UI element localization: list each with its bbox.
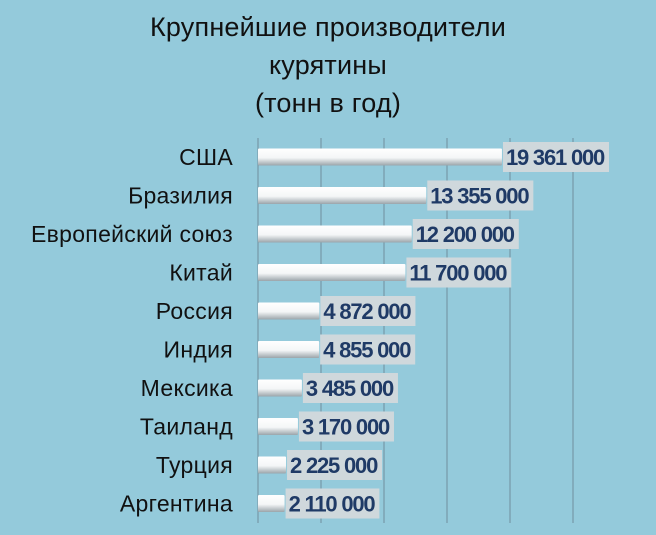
value-label: 4 872 000 xyxy=(320,296,416,326)
category-label: Таиланд xyxy=(140,414,233,440)
category-label: Турция xyxy=(156,452,233,478)
value-label-box xyxy=(285,488,380,519)
bars xyxy=(258,148,502,512)
bar xyxy=(258,264,406,281)
value-label: 2 110 000 xyxy=(285,488,380,519)
value-label-box xyxy=(298,411,394,442)
bar xyxy=(258,379,302,397)
bar xyxy=(258,418,298,435)
bar xyxy=(258,302,320,320)
value-label-text: 2 110 000 xyxy=(289,492,376,517)
value-label-box xyxy=(502,142,610,172)
bar xyxy=(258,187,427,204)
value-label-box xyxy=(287,450,383,480)
value-label-text: 4 872 000 xyxy=(323,299,411,324)
value-label-box xyxy=(427,180,534,211)
value-label-box xyxy=(320,296,416,326)
category-label: Бразилия xyxy=(128,183,233,209)
chart-title-line-1: Крупнейшие производители xyxy=(149,12,507,42)
value-label: 3 485 000 xyxy=(302,373,398,403)
value-labels: 19 361 000 13 355 000 12 200 000 11 700 000… xyxy=(285,142,610,519)
value-label: 2 225 000 xyxy=(287,450,383,480)
category-label: Россия xyxy=(156,298,233,324)
value-label: 4 855 000 xyxy=(320,334,416,365)
bar xyxy=(258,456,287,474)
category-label: Индия xyxy=(164,337,233,363)
value-label-text: 3 485 000 xyxy=(306,376,394,401)
value-label-box xyxy=(406,257,512,288)
category-label: Китай xyxy=(169,260,233,286)
chart-title-line-3: (тонн в год) xyxy=(254,88,402,118)
value-label-text: 2 225 000 xyxy=(290,453,378,478)
value-label: 19 361 000 xyxy=(502,142,610,172)
bar xyxy=(258,148,502,166)
value-label-text: 4 855 000 xyxy=(323,338,411,363)
value-label-text: 13 355 000 xyxy=(430,184,529,209)
category-labels: США Бразилия Европейский союз Китай Россия Ин… xyxy=(31,144,233,517)
value-label-box xyxy=(302,373,398,403)
bar xyxy=(258,341,320,358)
category-label: Аргентина xyxy=(120,491,233,517)
value-label-text: 19 361 000 xyxy=(506,145,605,170)
value-label-text: 3 170 000 xyxy=(302,415,390,440)
category-label: Европейский союз xyxy=(31,221,233,247)
chart-title: Крупнейшие производители курятины (тонн … xyxy=(0,8,656,122)
value-label-text: 12 200 000 xyxy=(416,222,515,247)
category-label: США xyxy=(179,144,233,170)
value-label-box xyxy=(412,219,519,249)
chart-title-line-2: курятины xyxy=(268,50,387,80)
bar xyxy=(258,495,285,512)
value-label: 12 200 000 xyxy=(412,219,519,249)
value-label-text: 11 700 000 xyxy=(409,261,507,286)
value-label-box xyxy=(320,334,416,365)
value-label: 3 170 000 xyxy=(298,411,394,442)
value-label: 13 355 000 xyxy=(427,180,534,211)
bar xyxy=(258,225,412,243)
value-label: 11 700 000 xyxy=(406,257,512,288)
category-label: Мексика xyxy=(141,375,233,401)
